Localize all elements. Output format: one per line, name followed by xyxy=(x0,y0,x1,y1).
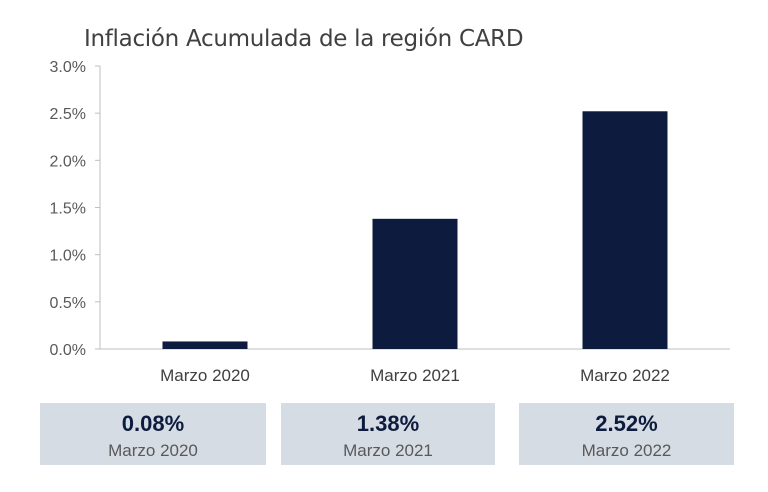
summary-value: 2.52% xyxy=(595,411,658,436)
y-tick-label: 1.0% xyxy=(50,248,86,265)
x-tick-label: Marzo 2020 xyxy=(160,366,250,385)
summary-box-2022: 2.52% Marzo 2022 xyxy=(519,403,734,465)
summary-value: 0.08% xyxy=(121,411,185,436)
y-tick-label: 0.5% xyxy=(50,295,86,312)
summary-label: Marzo 2022 xyxy=(581,441,672,460)
summary-box-2021: 1.38% Marzo 2021 xyxy=(281,403,495,465)
bar-2 xyxy=(372,218,458,349)
y-tick-label: 2.5% xyxy=(50,106,86,123)
y-tick-label: 2.0% xyxy=(50,153,86,170)
x-tick-label: Marzo 2022 xyxy=(580,366,670,385)
chart-title: Inflación Acumulada de la región CARD xyxy=(84,26,524,52)
summary-label: Marzo 2021 xyxy=(343,441,433,460)
x-tick-label: Marzo 2021 xyxy=(370,366,460,385)
summary-box-2020: 0.08% Marzo 2020 xyxy=(40,403,266,465)
bar-chart: 0.0% 0.5% 1.0% 1.5% 2.0% 2.5% 3.0% Marzo 2020 Ma… xyxy=(50,59,730,385)
summary-label: Marzo 2020 xyxy=(108,441,198,460)
summary-value: 1.38% xyxy=(356,411,420,436)
y-tick-label: 0.0% xyxy=(50,342,86,359)
bar-3 xyxy=(582,111,668,349)
y-tick-label: 3.0% xyxy=(50,59,86,76)
y-tick-label: 1.5% xyxy=(50,201,86,218)
bar-1 xyxy=(162,341,248,349)
